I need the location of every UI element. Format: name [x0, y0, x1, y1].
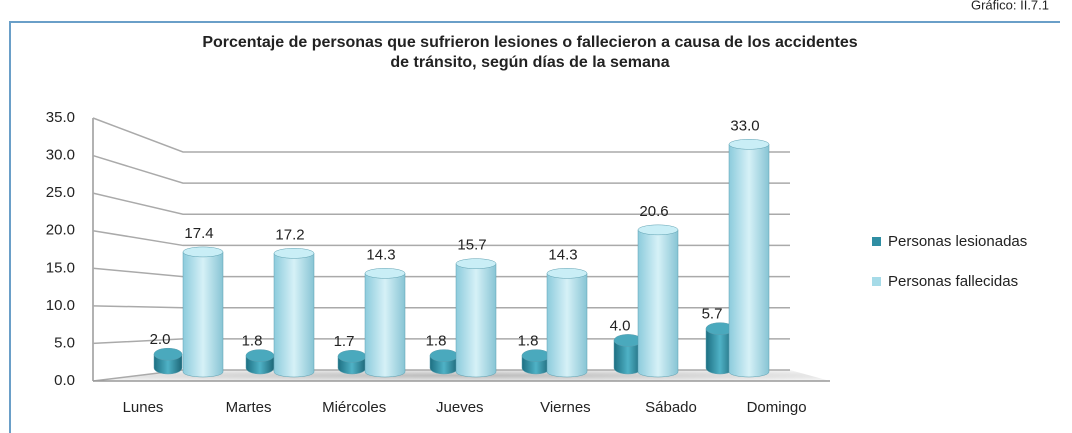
data-label: 1.8 [518, 333, 539, 350]
bar-top [182, 246, 224, 258]
y-tick-label: 10.0 [46, 297, 75, 314]
bar [182, 251, 224, 378]
bar-top [546, 268, 588, 279]
x-tick-label: Sábado [645, 399, 697, 416]
x-tick-label: Viernes [540, 399, 591, 416]
bar [546, 273, 588, 378]
data-label: 4.0 [610, 317, 631, 334]
grid-line [92, 192, 790, 216]
data-label: 33.0 [730, 117, 759, 134]
x-tick-label: Miércoles [322, 399, 386, 416]
y-tick-label: 30.0 [46, 147, 75, 164]
data-label: 14.3 [366, 246, 395, 263]
data-label: 14.3 [548, 246, 577, 263]
bar [455, 263, 497, 378]
bar [728, 144, 770, 378]
grid-line [92, 154, 790, 184]
data-label: 20.6 [639, 203, 668, 220]
bar-top [364, 268, 406, 279]
figure-label: Gráfico: II.7.1 [971, 0, 1049, 12]
data-label: 17.4 [184, 225, 213, 242]
legend-label: Personas fallecidas [888, 273, 1018, 290]
data-label: 1.8 [242, 333, 263, 350]
x-tick-label: Domingo [747, 399, 807, 416]
data-label: 5.7 [702, 306, 723, 323]
data-label: 1.8 [426, 333, 447, 350]
bar-top [429, 349, 459, 362]
y-tick-label: 25.0 [46, 184, 75, 201]
chart-title: de tránsito, según días de la semana [390, 54, 669, 71]
data-label: 17.2 [275, 226, 304, 243]
data-label: 1.7 [334, 333, 355, 350]
y-tick-label: 0.0 [54, 372, 75, 389]
grid-line [92, 229, 790, 247]
bar-top [245, 349, 275, 362]
bar [637, 229, 679, 378]
bar-top [728, 139, 770, 150]
bar [364, 273, 406, 378]
bar-top [455, 258, 497, 269]
y-tick-label: 5.0 [54, 334, 75, 351]
bar-top [637, 224, 679, 236]
x-tick-label: Jueves [436, 399, 484, 416]
chart-title: Porcentaje de personas que sufrieron les… [202, 34, 857, 51]
frame [9, 21, 1060, 433]
data-label: 2.0 [150, 331, 171, 348]
y-tick-label: 35.0 [46, 109, 75, 126]
legend-swatch [872, 277, 881, 286]
data-label: 15.7 [457, 237, 486, 254]
x-tick-label: Martes [226, 399, 272, 416]
x-tick-label: Lunes [123, 399, 164, 416]
bar-top [337, 350, 367, 363]
y-tick-label: 15.0 [46, 259, 75, 276]
y-tick-label: 20.0 [46, 222, 75, 239]
legend-label: Personas lesionadas [888, 233, 1027, 250]
bar-top [153, 347, 183, 361]
bar-top [521, 349, 551, 362]
legend-swatch [872, 237, 881, 246]
bar-top [273, 248, 315, 259]
grid-line [92, 117, 790, 153]
bar [273, 253, 315, 378]
